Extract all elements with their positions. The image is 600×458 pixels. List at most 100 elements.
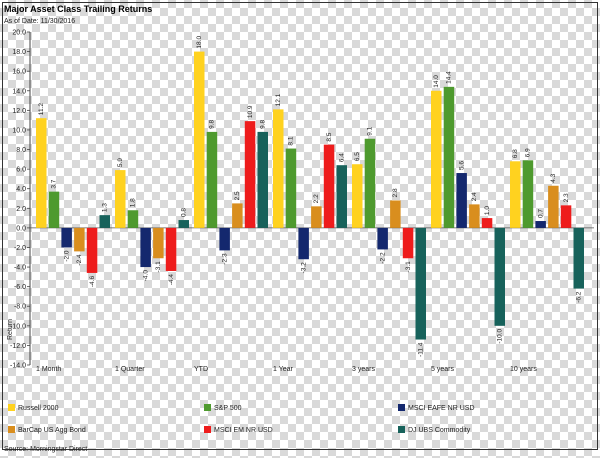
- bar: [194, 51, 205, 228]
- y-tick-label: 0.0: [16, 225, 26, 232]
- bar: [311, 206, 322, 228]
- bar-value-label: 0.7: [537, 209, 544, 218]
- y-tick-label: 8.0: [16, 147, 26, 154]
- bar: [127, 210, 139, 228]
- bar: [415, 227, 426, 340]
- bar: [560, 205, 572, 228]
- bar: [573, 227, 584, 289]
- bar-value-label: 4.3: [550, 173, 557, 182]
- bar-value-label: -10.0: [496, 328, 503, 343]
- legend-label: MSCI EAFE NR USD: [408, 405, 475, 412]
- bar-value-label: 3.7: [51, 179, 58, 188]
- bar-value-label: 9.8: [209, 119, 216, 128]
- bar-value-label: 12.1: [275, 93, 282, 106]
- legend-label: MSCI EM NR USD: [214, 427, 273, 434]
- bar-value-label: 0.8: [180, 208, 187, 217]
- bar-value-label: -3.2: [300, 262, 307, 274]
- bar: [86, 227, 98, 273]
- bar-value-label: 11.2: [38, 103, 45, 116]
- bar: [178, 220, 189, 228]
- bar: [219, 227, 230, 251]
- bar: [364, 138, 376, 228]
- bar: [36, 118, 47, 228]
- legend-swatch: [8, 426, 15, 433]
- bar-value-label: -4.4: [168, 274, 175, 286]
- bar: [402, 227, 414, 259]
- bar: [115, 170, 126, 228]
- bar-value-label: 1.8: [130, 198, 137, 207]
- bar: [257, 131, 268, 228]
- bar: [74, 227, 85, 252]
- legend-label: Russell 2000: [18, 405, 59, 412]
- bar-value-label: -3.1: [405, 261, 412, 273]
- bar: [494, 227, 505, 326]
- bar-value-label: 6.8: [512, 149, 519, 158]
- bar: [232, 203, 243, 228]
- bar-value-label: -11.4: [417, 342, 424, 357]
- bar: [153, 227, 164, 259]
- y-tick-label: -10.0: [10, 323, 26, 330]
- bar-value-label: -2.3: [221, 253, 228, 265]
- bar-value-label: 10.9: [247, 105, 254, 118]
- bar: [431, 90, 442, 228]
- bar-value-label: 6.9: [525, 148, 532, 157]
- legend-label: BarCap US Agg Bond: [18, 427, 86, 434]
- bar: [336, 165, 347, 228]
- bar-value-label: 5.9: [117, 158, 124, 167]
- bar-value-label: 1.3: [101, 203, 108, 212]
- bar-value-label: 14.4: [446, 71, 453, 84]
- y-tick-label: 16.0: [12, 69, 26, 76]
- bar: [390, 200, 401, 228]
- chart-frame: [2, 2, 598, 450]
- x-category-label: 5 years: [431, 366, 454, 373]
- bar: [352, 164, 363, 228]
- bar: [285, 148, 297, 228]
- y-tick-label: -12.0: [10, 343, 26, 350]
- y-tick-label: 20.0: [12, 30, 26, 37]
- source-note: Source: Morningstar Direct: [4, 446, 88, 453]
- x-category-label: 1 Month: [36, 366, 61, 373]
- bar-value-label: 2.2: [313, 194, 320, 203]
- bar-value-label: 2.3: [563, 193, 570, 202]
- bar-value-label: 5.6: [458, 161, 465, 170]
- bar-value-label: 2.5: [234, 191, 241, 200]
- bar: [140, 227, 151, 268]
- bar: [481, 218, 493, 228]
- bar-value-label: 9.8: [259, 119, 266, 128]
- bar-value-label: 8.5: [326, 132, 333, 141]
- x-category-label: 10 years: [510, 366, 537, 373]
- bar: [548, 185, 559, 228]
- bar: [48, 191, 60, 228]
- y-tick-label: 12.0: [12, 108, 26, 115]
- bar: [522, 160, 534, 228]
- bar-value-label: 2.8: [392, 188, 399, 197]
- legend-swatch: [398, 404, 405, 411]
- y-tick-label: 14.0: [12, 88, 26, 95]
- legend-swatch: [8, 404, 15, 411]
- x-category-label: 1 Quarter: [115, 366, 145, 373]
- legend-swatch: [398, 426, 405, 433]
- x-category-label: 1 Year: [273, 366, 294, 373]
- y-tick-label: -8.0: [14, 304, 26, 311]
- bar-value-label: -4.0: [142, 270, 149, 282]
- bar: [165, 227, 177, 271]
- chart-subtitle: As of Date: 11/30/2016: [4, 18, 76, 25]
- bar: [61, 227, 72, 248]
- bar-value-label: 6.4: [338, 153, 345, 162]
- y-tick-label: -6.0: [14, 284, 26, 291]
- legend-swatch: [204, 404, 211, 411]
- bar-value-label: -4.6: [89, 276, 96, 288]
- bar-value-label: 14.0: [433, 75, 440, 88]
- y-tick-label: 10.0: [12, 127, 26, 134]
- y-tick-label: -4.0: [14, 265, 26, 272]
- y-tick-label: 18.0: [12, 49, 26, 56]
- y-tick-label: 6.0: [16, 167, 26, 174]
- legend-label: DJ UBS Commodity: [408, 427, 471, 434]
- bar: [535, 221, 546, 228]
- bar: [273, 109, 284, 228]
- bar-value-label: -2.2: [379, 252, 386, 264]
- bar: [377, 227, 388, 250]
- x-category-label: YTD: [194, 366, 208, 373]
- bar-value-label: -2.4: [76, 254, 83, 266]
